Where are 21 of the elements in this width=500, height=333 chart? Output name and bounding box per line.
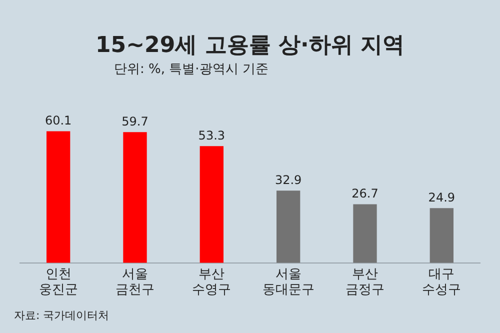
x-tick-label: 부산 수영구: [192, 266, 232, 298]
x-tick-label: 부산 금정구: [346, 266, 384, 298]
bar: [353, 204, 377, 263]
data-label: 24.9: [428, 190, 456, 205]
x-tick-label: 대구 수성구: [422, 266, 462, 298]
x-tick-label: 서울 동대문구: [262, 266, 314, 298]
data-label: 32.9: [274, 173, 302, 188]
bar: [430, 208, 454, 263]
bar: [46, 131, 70, 263]
bar: [200, 146, 224, 263]
x-tick-label: 인천 웅진군: [38, 266, 78, 298]
text: 자료: 국가데이터처: [14, 308, 110, 323]
chart-title: 15~29세 고용률 상·하위 지역: [94, 32, 406, 60]
x-tick-label: 서울 금천구: [116, 266, 154, 298]
data-label: 26.7: [352, 186, 378, 201]
data-label: 53.3: [198, 128, 226, 143]
chart-subtitle: 단위: %, 특별·광역시 기준: [114, 61, 268, 78]
data-label: 60.1: [44, 114, 72, 128]
data-label: 59.7: [122, 114, 148, 129]
bar: [123, 132, 147, 263]
bar: [276, 190, 300, 263]
